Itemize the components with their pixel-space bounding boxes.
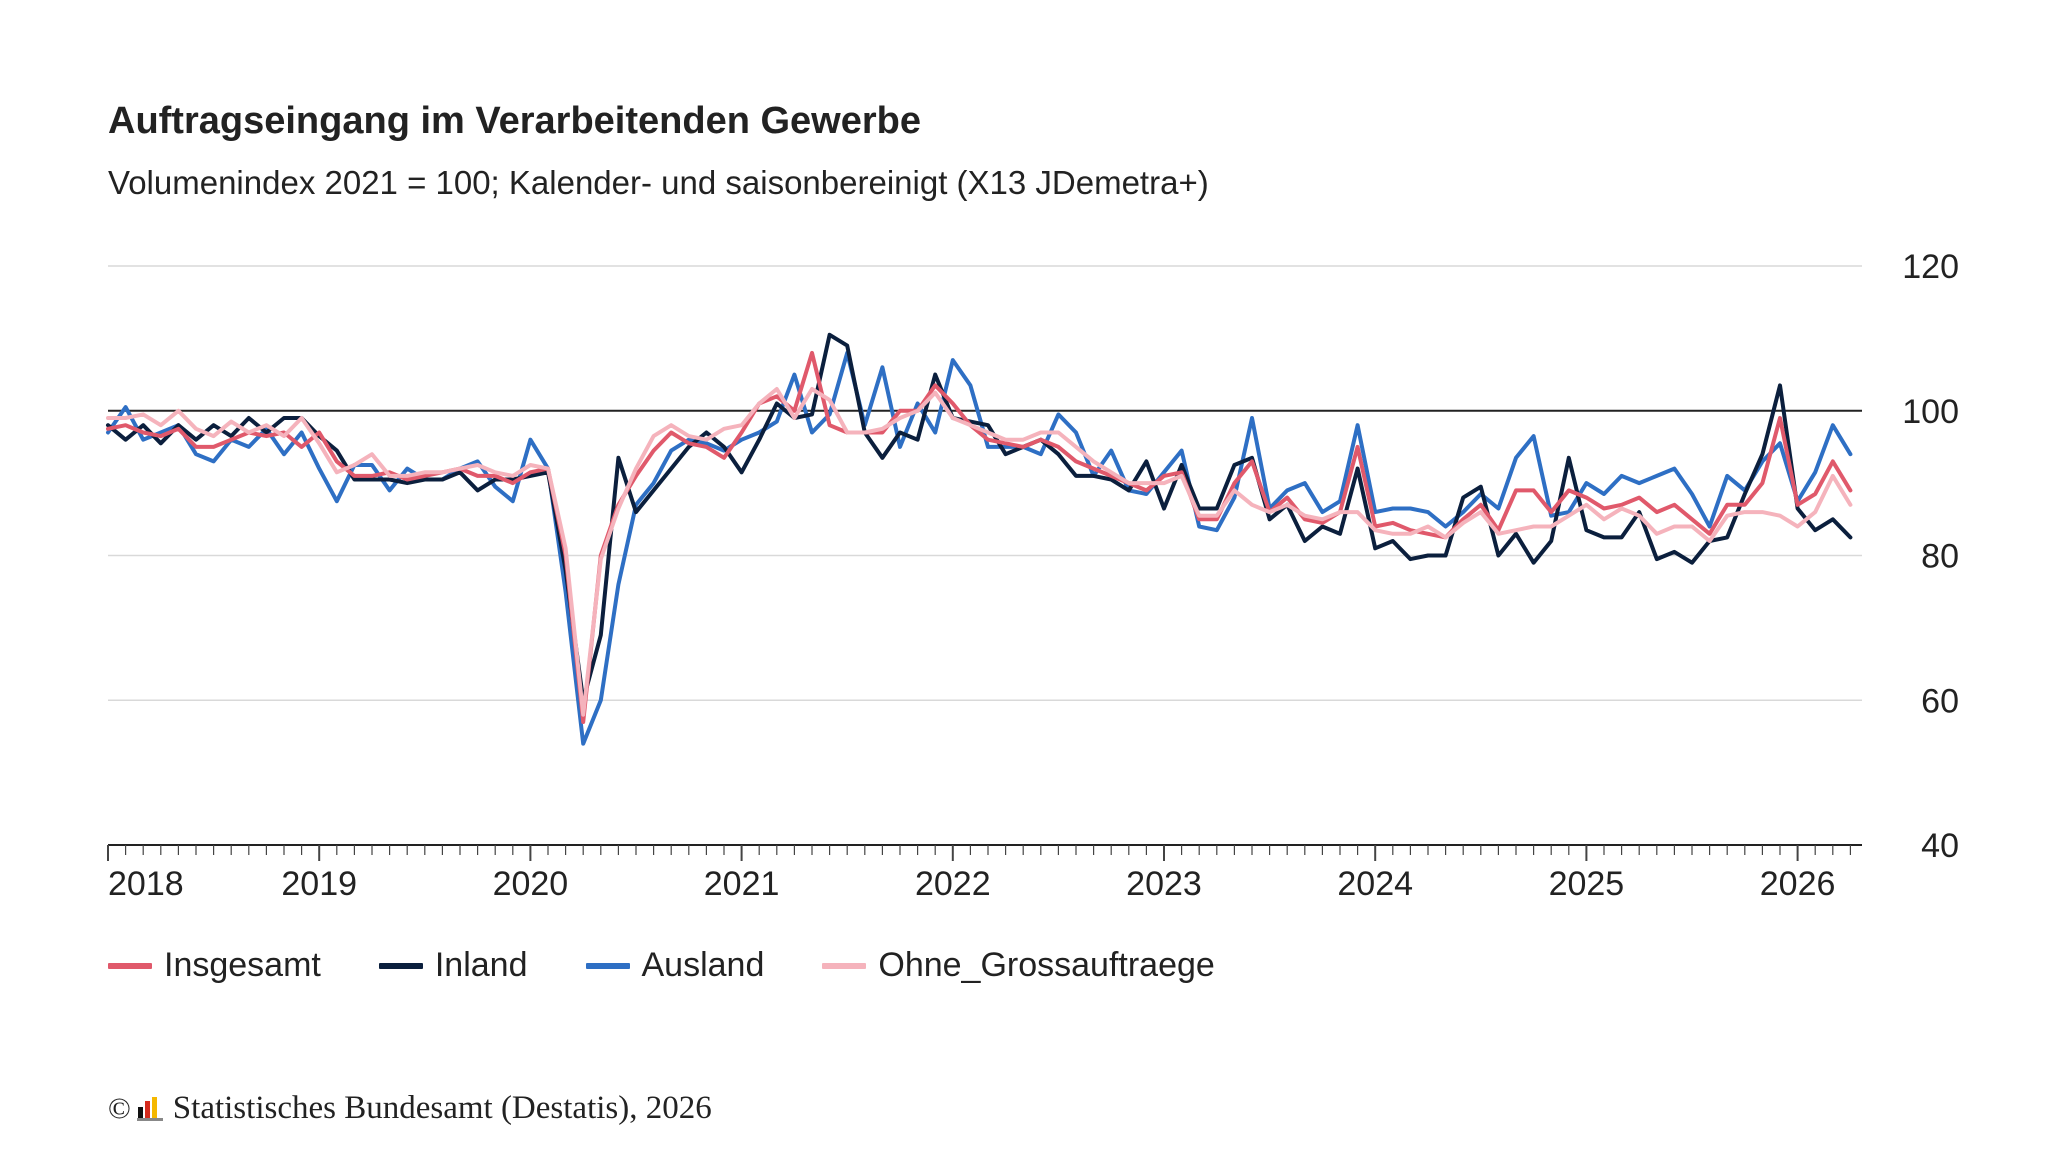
y-tick-label: 40 — [1921, 827, 1959, 865]
chart-title: Auftragseingang im Verarbeitenden Gewerb… — [108, 100, 921, 142]
series-line-ohne_grossauftraege — [106, 387, 1853, 717]
legend-swatch — [585, 962, 630, 969]
destatis-logo-icon — [136, 1096, 163, 1121]
series-line-insgesamt — [106, 350, 1853, 724]
x-tick-label: 2025 — [1549, 865, 1625, 903]
x-tick-label: 2024 — [1337, 865, 1413, 903]
x-tick-label: 2022 — [915, 865, 991, 903]
legend-label: Ausland — [641, 946, 765, 984]
y-tick-label: 60 — [1921, 682, 1959, 720]
y-tick-label: 80 — [1921, 538, 1959, 576]
legend-label: Inland — [434, 946, 528, 984]
legend-swatch — [108, 962, 152, 969]
legend-swatch — [378, 962, 423, 969]
legend-item-inland: Inland — [378, 946, 528, 985]
series-line-inland — [106, 332, 1853, 703]
x-tick-label: 2026 — [1760, 865, 1836, 903]
x-tick-label: 2018 — [108, 865, 184, 903]
x-tick-label: 2021 — [704, 865, 780, 903]
x-tick-label: 2020 — [493, 865, 569, 903]
legend: Insgesamt Inland Ausland Ohne_Grossauftraeg… — [108, 946, 1273, 985]
legend-item-ohne_grossauftraege: Ohne_Grossauftraege — [822, 946, 1215, 985]
source-footer: © Statistisches Bundesamt (Destatis), 20… — [108, 1090, 712, 1127]
legend-item-ausland: Ausland — [585, 946, 765, 985]
grid-lines — [108, 265, 1862, 701]
chart-subtitle: Volumenindex 2021 = 100; Kalender- und s… — [108, 164, 1209, 201]
series-lines — [106, 332, 1853, 746]
legend-item-insgesamt: Insgesamt — [108, 946, 321, 985]
source-text: Statistisches Bundesamt (Destatis), 2026 — [172, 1090, 712, 1126]
y-axis: 40 60 80 100 120 — [1902, 248, 1959, 865]
y-tick-label: 120 — [1902, 248, 1959, 286]
x-tick-label: 2019 — [281, 865, 357, 903]
y-tick-label: 100 — [1902, 393, 1959, 431]
legend-label: Ohne_Grossauftraege — [878, 946, 1215, 984]
x-axis: 2018 2019 2020 2021 2022 2023 2024 2025 2026 — [107, 844, 1862, 903]
copyright-symbol: © — [108, 1091, 131, 1125]
legend-label: Insgesamt — [164, 946, 321, 984]
legend-swatch — [822, 962, 867, 969]
x-tick-label: 2023 — [1126, 865, 1202, 903]
